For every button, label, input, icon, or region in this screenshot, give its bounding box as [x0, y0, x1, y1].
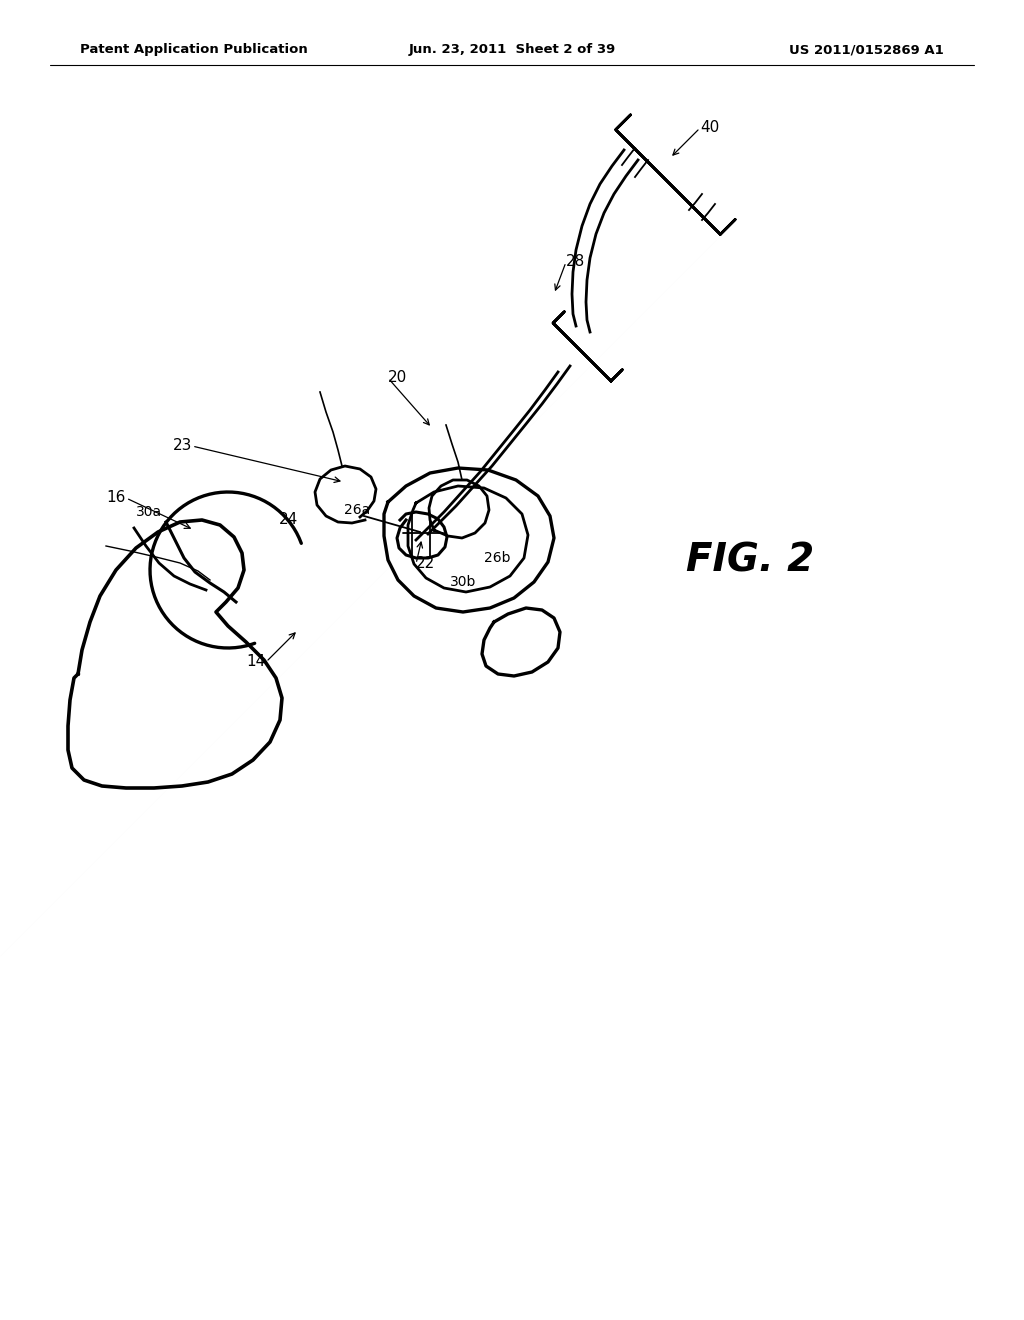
Text: 24: 24 — [279, 512, 298, 528]
Text: 23: 23 — [173, 438, 193, 454]
Text: 26a: 26a — [344, 503, 371, 517]
Polygon shape — [553, 312, 623, 381]
Text: 30b: 30b — [450, 576, 476, 589]
Text: 40: 40 — [700, 120, 719, 136]
Text: 16: 16 — [106, 491, 126, 506]
Text: Patent Application Publication: Patent Application Publication — [80, 44, 308, 57]
Polygon shape — [615, 115, 735, 235]
Text: 28: 28 — [566, 255, 586, 269]
Text: Jun. 23, 2011  Sheet 2 of 39: Jun. 23, 2011 Sheet 2 of 39 — [409, 44, 615, 57]
Text: 14: 14 — [247, 655, 266, 669]
Text: 22: 22 — [416, 557, 435, 572]
Text: 26b: 26b — [484, 550, 511, 565]
Text: US 2011/0152869 A1: US 2011/0152869 A1 — [790, 44, 944, 57]
Text: 20: 20 — [388, 371, 408, 385]
Text: 30a: 30a — [136, 506, 162, 519]
Text: FIG. 2: FIG. 2 — [686, 541, 814, 579]
